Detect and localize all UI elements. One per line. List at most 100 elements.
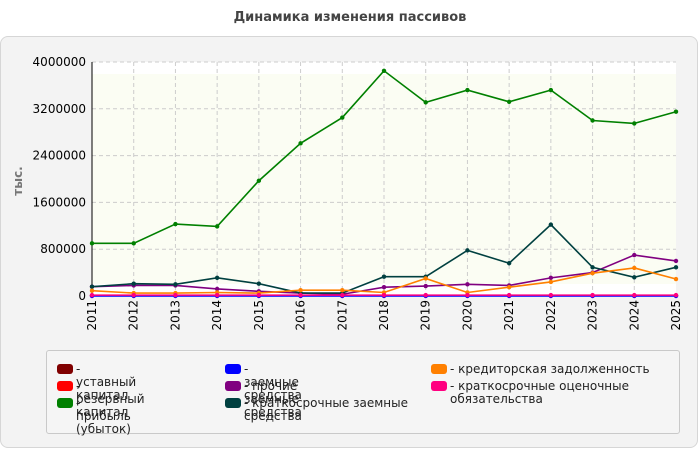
y-axis-label: тыс. — [11, 166, 25, 195]
data-point — [173, 221, 178, 227]
legend-swatch — [225, 381, 241, 391]
data-point — [256, 281, 262, 286]
data-point — [381, 285, 387, 290]
chart-legend: - уставный капитал - резервный капитал -… — [46, 350, 680, 436]
data-point — [673, 265, 679, 270]
data-point — [632, 252, 637, 258]
data-point — [465, 87, 470, 93]
data-point — [465, 248, 470, 253]
data-point — [423, 100, 428, 105]
legend-label: - кредиторская задолженность — [450, 362, 650, 376]
data-point — [590, 292, 595, 298]
data-point — [506, 285, 512, 290]
x-tick-label: 2011 — [85, 300, 99, 331]
data-point — [632, 265, 637, 271]
y-tick-label: 1600000 — [33, 195, 86, 209]
data-point — [214, 275, 220, 281]
legend-label: - краткосрочные заемные средства — [244, 396, 408, 423]
data-point — [506, 261, 512, 266]
legend-swatch — [57, 364, 73, 374]
data-point — [131, 281, 136, 286]
data-point — [214, 224, 220, 229]
grid-layer — [92, 61, 676, 296]
x-tick-label: 2019 — [419, 300, 433, 331]
data-point — [89, 241, 95, 246]
data-point — [673, 109, 679, 114]
data-point — [548, 275, 554, 281]
x-tick-label: 2021 — [502, 300, 516, 331]
data-point — [89, 292, 95, 298]
x-tick-label: 2024 — [627, 300, 641, 331]
data-point — [590, 270, 595, 276]
data-point — [423, 292, 428, 298]
data-point — [673, 258, 679, 264]
axis-layer: 0 800000 1600000 2400000 3200000 4000000 2011 2… — [33, 55, 683, 331]
x-tick-label: 2022 — [544, 300, 558, 331]
data-point — [590, 265, 595, 270]
data-point — [214, 286, 220, 292]
chart-title: Динамика изменения пассивов — [233, 10, 467, 25]
legend-label: - уставный капитал — [76, 362, 137, 402]
data-point — [632, 121, 637, 126]
x-tick-label: 2017 — [335, 300, 349, 331]
y-tick-label: 3200000 — [33, 102, 86, 116]
data-point — [381, 292, 387, 298]
x-tick-label: 2016 — [294, 300, 308, 331]
data-point — [89, 288, 95, 293]
legend-label: - заемные средства — [244, 362, 302, 402]
data-point — [89, 284, 95, 289]
data-point — [673, 292, 679, 298]
legend-label: - резервный капитал — [76, 379, 145, 419]
data-point — [381, 68, 387, 73]
data-point — [298, 287, 303, 293]
data-point — [548, 87, 554, 93]
x-tick-label: 2018 — [377, 300, 391, 331]
x-tick-label: 2023 — [586, 300, 600, 331]
data-point — [256, 292, 262, 298]
data-point — [340, 115, 345, 120]
data-point — [548, 222, 554, 227]
x-tick-label: 2013 — [168, 300, 182, 331]
data-point — [256, 178, 262, 183]
data-point — [465, 292, 470, 298]
data-point — [340, 292, 345, 298]
data-point — [173, 282, 178, 287]
data-point — [632, 292, 637, 298]
legend-label: - прибыль (убыток) — [76, 396, 131, 436]
legend-swatch — [57, 398, 73, 408]
y-tick-label: 2400000 — [33, 149, 86, 163]
y-tick-label: 800000 — [40, 242, 86, 256]
data-point — [465, 282, 470, 287]
data-point — [590, 118, 595, 123]
data-point — [131, 292, 136, 298]
data-point — [340, 287, 345, 293]
data-point — [298, 292, 303, 298]
data-point — [381, 274, 387, 279]
series-layer — [89, 68, 679, 299]
legend-swatch — [431, 364, 447, 374]
data-point — [423, 276, 428, 281]
y-tick-label: 0 — [78, 289, 86, 303]
x-tick-label: 2020 — [460, 300, 474, 331]
legend-label: - прочие заемные средства — [244, 379, 302, 419]
data-point — [632, 275, 637, 280]
data-point — [298, 141, 303, 146]
legend-swatch — [431, 381, 447, 391]
data-point — [548, 292, 554, 298]
data-point — [131, 241, 136, 246]
data-point — [173, 292, 178, 298]
legend-swatch — [225, 398, 241, 408]
x-tick-label: 2014 — [210, 300, 224, 331]
data-point — [506, 292, 512, 298]
legend-label: - краткосрочные оценочные обязательства — [450, 379, 629, 406]
data-point — [673, 276, 679, 282]
y-tick-label: 4000000 — [33, 55, 86, 69]
data-point — [423, 283, 428, 289]
x-tick-label: 2012 — [127, 300, 141, 331]
x-tick-label: 2015 — [252, 300, 266, 331]
legend-swatch — [225, 364, 241, 374]
data-point — [214, 292, 220, 298]
data-point — [548, 279, 554, 285]
x-tick-label: 2025 — [669, 300, 683, 331]
